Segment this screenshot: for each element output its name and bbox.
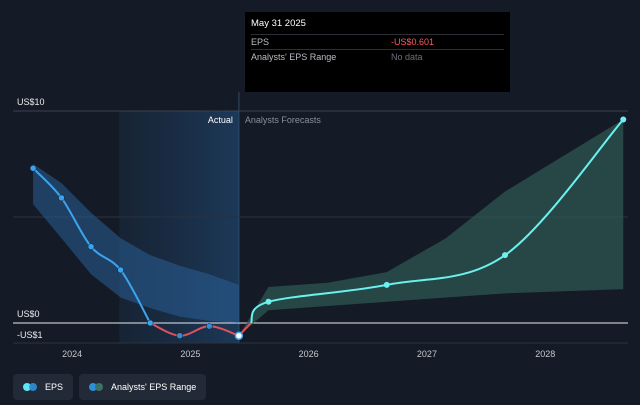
tooltip-range-value: No data: [391, 52, 423, 62]
forecast-eps-point: [383, 281, 390, 288]
chart-legend: EPS Analysts' EPS Range: [13, 374, 207, 400]
actual-eps-point: [58, 194, 65, 202]
x-tick-label: 2024: [62, 349, 82, 359]
legend-dot: [23, 383, 31, 391]
chart-labels: US$10 US$0 -US$1 2024 2025 2026 2027 2028 Actual…: [17, 97, 555, 359]
tooltip-eps-value: -US$0.601: [391, 37, 435, 47]
legend-dot: [95, 383, 104, 391]
y-tick-label: US$10: [17, 97, 45, 107]
y-tick-label: US$0: [17, 309, 40, 319]
forecast-eps-point: [502, 252, 508, 259]
chart-bands: [33, 119, 624, 336]
actual-eps-negative-line: [149, 322, 240, 337]
legend-eps-label: EPS: [45, 382, 64, 392]
chart-points: [29, 116, 627, 340]
forecast-eps-point: [620, 116, 627, 123]
actual-eps-point: [87, 243, 95, 250]
tooltip-eps-label: EPS: [251, 37, 270, 47]
hover-tooltip: May 31 2025 EPS -US$0.601 Analysts' EPS …: [245, 12, 510, 92]
actual-eps-point: [146, 319, 154, 327]
selected-eps-point: [234, 331, 244, 340]
actual-eps-point: [29, 164, 37, 172]
forecast-section-label: Analysts Forecasts: [245, 115, 322, 125]
actual-eps-point: [117, 266, 124, 274]
tooltip-date: May 31 2025: [251, 18, 306, 29]
actual-eps-point: [176, 332, 184, 339]
legend-range-label: Analysts' EPS Range: [111, 382, 197, 392]
eps-legend-icon: [23, 383, 39, 391]
x-tick-label: 2028: [535, 349, 555, 359]
x-tick-label: 2026: [299, 349, 319, 359]
y-tick-label: -US$1: [17, 330, 43, 340]
tooltip-range-label: Analysts' EPS Range: [251, 52, 337, 62]
legend-dot: [29, 383, 37, 391]
legend-dot: [89, 383, 98, 391]
forecast-eps-point: [265, 298, 272, 305]
forecast-eps-range-band: [238, 119, 624, 336]
actual-eps-range-band: [33, 164, 239, 323]
legend-eps-button[interactable]: EPS: [13, 374, 74, 400]
x-tick-label: 2025: [180, 349, 200, 359]
range-legend-icon: [89, 383, 105, 391]
actual-eps-point: [206, 322, 213, 330]
x-tick-label: 2027: [417, 349, 437, 359]
legend-range-button[interactable]: Analysts' EPS Range: [79, 374, 207, 400]
tooltip-eps-row: EPS -US$0.601: [251, 34, 504, 49]
actual-section-label: Actual: [208, 115, 233, 125]
tooltip-range-row: Analysts' EPS Range No data: [251, 49, 504, 64]
